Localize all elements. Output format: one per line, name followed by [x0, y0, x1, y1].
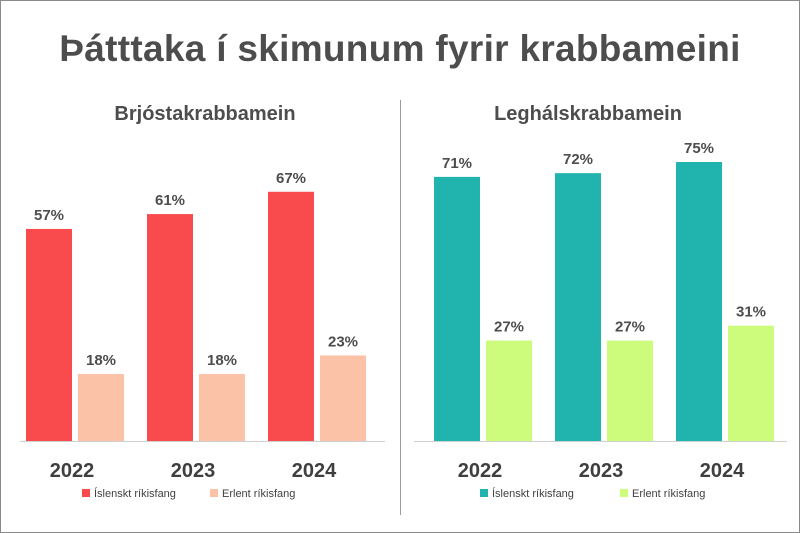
category-label: 2022	[50, 460, 95, 482]
bar-erlent-r-kisfang-2023	[607, 340, 653, 441]
data-label: 27%	[494, 319, 524, 336]
legend-label: Íslenskt ríkisfang	[492, 487, 574, 500]
bar--slenskt-r-kisfang-2023	[147, 214, 193, 441]
panel-divider	[400, 100, 401, 515]
data-label: 61%	[155, 192, 185, 209]
bar-erlent-r-kisfang-2022	[78, 374, 124, 441]
legend-swatch	[82, 489, 90, 497]
data-label: 72%	[563, 151, 593, 168]
panel-title: Leghálskrabbamein	[494, 103, 682, 125]
bar--slenskt-r-kisfang-2023	[555, 173, 601, 441]
bar--slenskt-r-kisfang-2024	[676, 162, 722, 441]
data-label: 18%	[86, 352, 116, 369]
data-label: 18%	[207, 352, 237, 369]
category-label: 2022	[458, 460, 503, 482]
bar-erlent-r-kisfang-2022	[486, 340, 532, 441]
legend-swatch	[480, 489, 488, 497]
legend-label: Erlent ríkisfang	[632, 488, 705, 500]
bar-erlent-r-kisfang-2023	[199, 374, 245, 441]
data-label: 67%	[276, 170, 306, 187]
category-label: 2023	[171, 460, 216, 482]
data-label: 27%	[615, 319, 645, 336]
main-title: Þátttaka í skimunum fyrir krabbameini	[59, 28, 741, 69]
category-label: 2024	[292, 460, 337, 482]
bar--slenskt-r-kisfang-2024	[268, 191, 314, 441]
legend-label: Erlent ríkisfang	[222, 488, 295, 500]
breast-cancer-chart: Brjóstakrabbamein 57% 18% 2022 61% 18% 2023 67%…	[20, 103, 385, 500]
legend-label: Íslenskt ríkisfang	[94, 487, 176, 500]
data-label: 57%	[34, 207, 64, 224]
legend-swatch	[210, 489, 218, 497]
bar-erlent-r-kisfang-2024	[728, 325, 774, 441]
legend-swatch	[620, 489, 628, 497]
panel-title: Brjóstakrabbamein	[114, 103, 295, 125]
category-label: 2023	[579, 460, 624, 482]
data-label: 75%	[684, 140, 714, 157]
data-label: 23%	[328, 333, 358, 350]
bar--slenskt-r-kisfang-2022	[434, 176, 480, 441]
data-label: 31%	[736, 304, 766, 321]
category-label: 2024	[700, 460, 745, 482]
bar--slenskt-r-kisfang-2022	[26, 228, 72, 441]
cervical-cancer-chart: Leghálskrabbamein 71% 27% 2022 72% 27% 2023 75%…	[414, 103, 787, 500]
data-label: 71%	[442, 155, 472, 172]
bar-erlent-r-kisfang-2024	[320, 355, 366, 441]
